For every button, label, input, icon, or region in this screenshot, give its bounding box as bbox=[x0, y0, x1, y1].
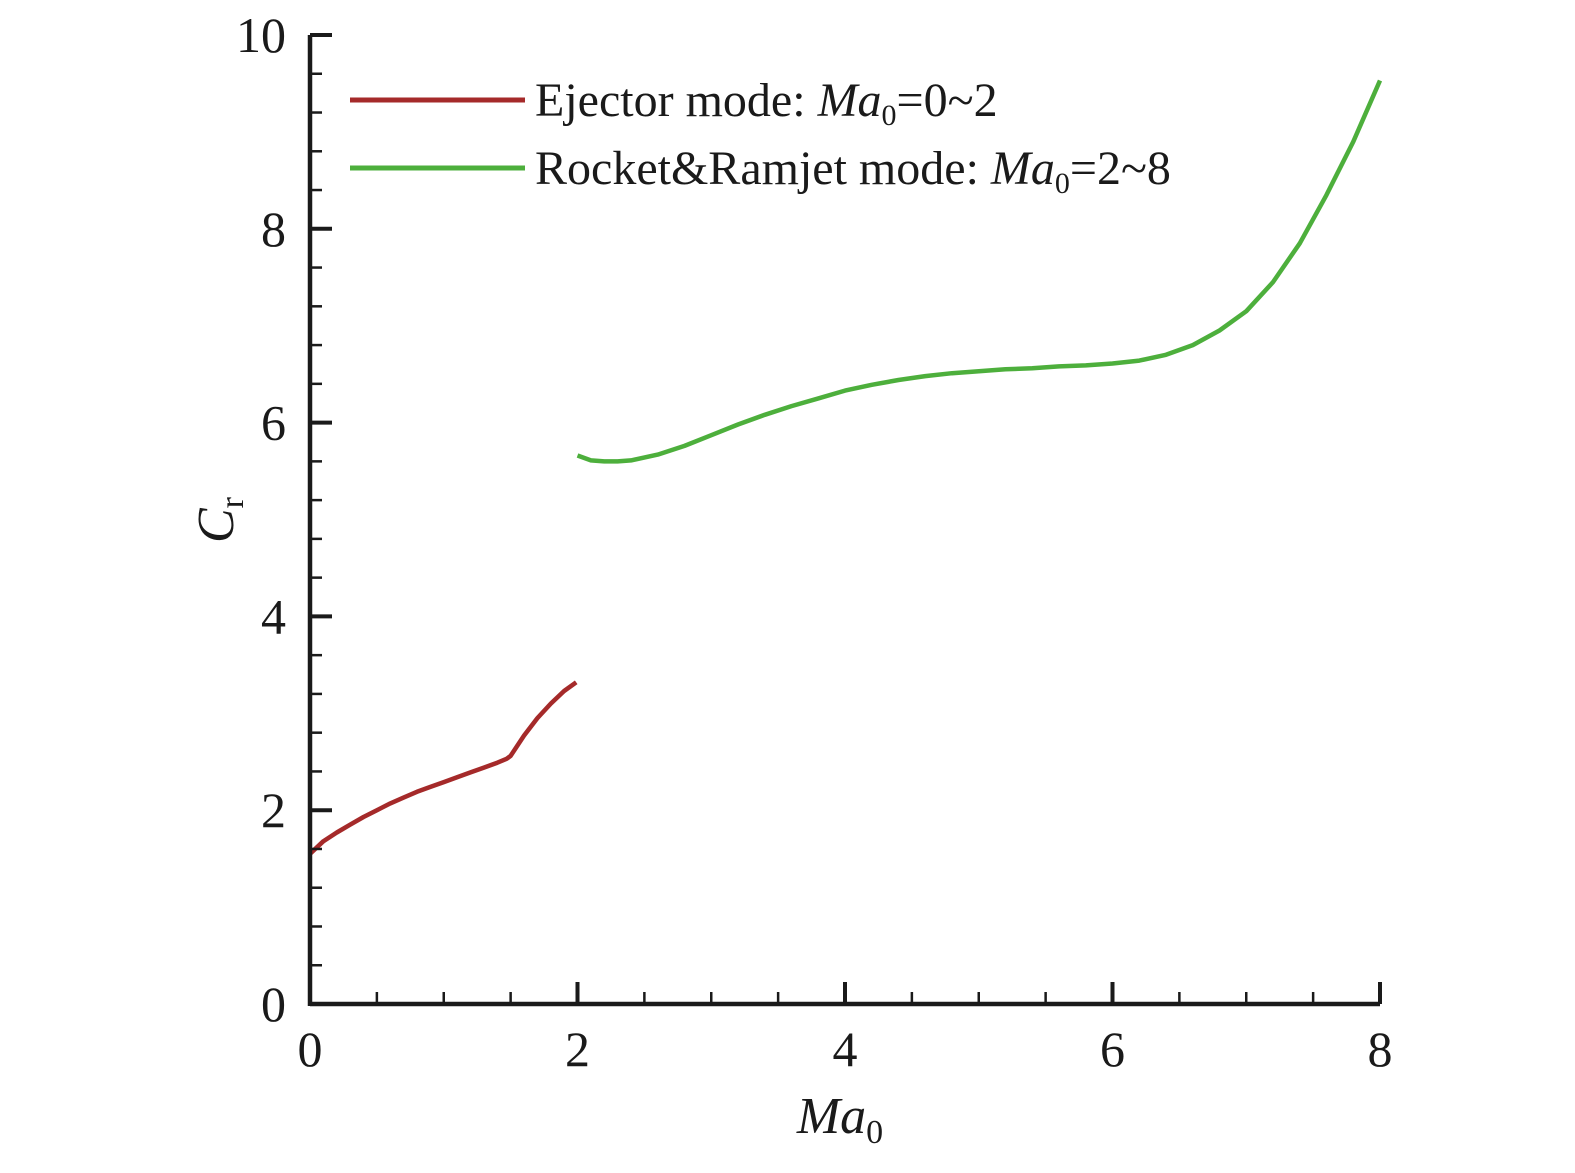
legend-label-suffix: =2~8 bbox=[1070, 142, 1171, 195]
y-tick-label: 10 bbox=[236, 7, 286, 63]
y-tick-label: 0 bbox=[261, 976, 286, 1032]
legend-label-prefix: Rocket&Ramjet mode: bbox=[535, 142, 991, 195]
y-tick-label: 2 bbox=[261, 782, 286, 838]
legend-label-suffix: =0~2 bbox=[897, 74, 998, 127]
x-tick-label: 2 bbox=[565, 1021, 590, 1077]
x-tick-label: 6 bbox=[1100, 1021, 1125, 1077]
legend-label-variable: Ma bbox=[817, 74, 882, 127]
y-tick-label: 4 bbox=[261, 588, 286, 644]
legend-label-1: Ejector mode: Ma0=0~2 bbox=[535, 74, 998, 132]
y-axis-title-subscript: r bbox=[214, 496, 251, 508]
y-tick-label: 8 bbox=[261, 201, 286, 257]
y-tick-label: 6 bbox=[261, 395, 286, 451]
series-line-2 bbox=[576, 79, 1383, 464]
x-tick-label: 8 bbox=[1368, 1021, 1393, 1077]
legend-label-subscript: 0 bbox=[1055, 167, 1070, 200]
x-axis-title-main: Ma bbox=[796, 1088, 866, 1145]
legend-label-variable: Ma bbox=[990, 142, 1055, 195]
legend-label-2: Rocket&Ramjet mode: Ma0=2~8 bbox=[535, 142, 1171, 200]
legend-label-subscript: 0 bbox=[882, 99, 897, 132]
y-axis-title-main: C bbox=[188, 507, 245, 543]
series-group bbox=[308, 79, 1383, 856]
y-axis-title: Cr bbox=[188, 496, 251, 543]
x-tick-label: 0 bbox=[298, 1021, 323, 1077]
x-axis-title: Ma0 bbox=[796, 1088, 883, 1151]
series-line-1 bbox=[308, 680, 578, 856]
x-axis-title-subscript: 0 bbox=[866, 1114, 883, 1151]
legend-label-prefix: Ejector mode: bbox=[535, 74, 818, 127]
x-tick-label: 4 bbox=[833, 1021, 858, 1077]
